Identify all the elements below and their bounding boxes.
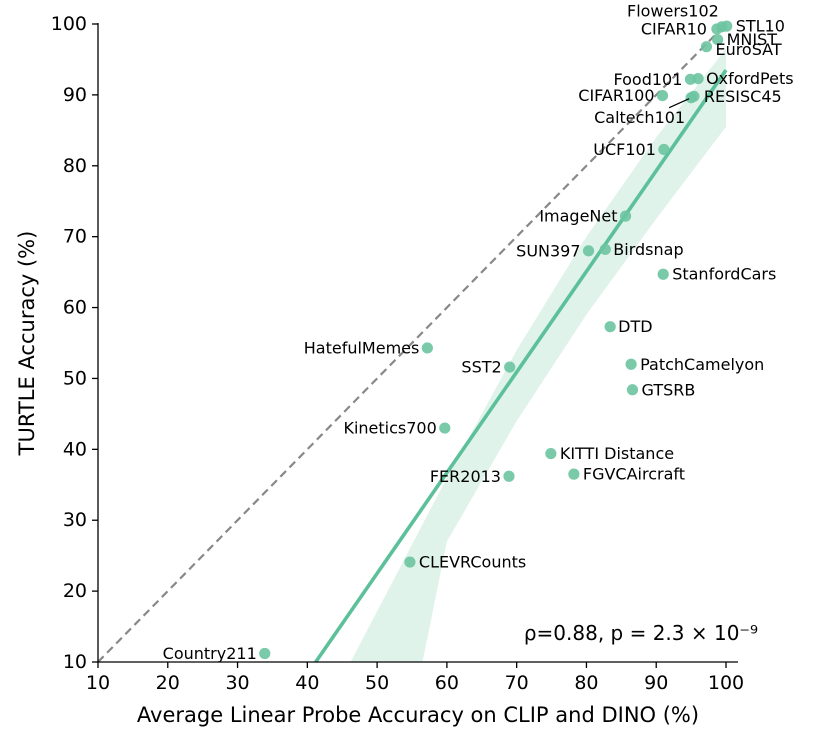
caltech101-leader-line bbox=[668, 98, 690, 109]
label-dtd: DTD bbox=[618, 317, 652, 336]
label-stanfordcars: StanfordCars bbox=[672, 265, 776, 284]
correlation-annotation: ρ=0.88, p = 2.3 × 10⁻⁹ bbox=[524, 621, 758, 645]
label-cifar10: CIFAR10 bbox=[641, 19, 707, 38]
point-stl10 bbox=[721, 20, 733, 32]
label-kitti-distance: KITTI Distance bbox=[560, 444, 674, 463]
point-kinetics700 bbox=[439, 422, 451, 434]
point-mnist bbox=[712, 33, 724, 46]
point-country211 bbox=[259, 647, 271, 660]
label-cifar100: CIFAR100 bbox=[578, 86, 654, 105]
point-caltech101 bbox=[685, 92, 697, 104]
y-axis-title: TURTLE Accuracy (%) bbox=[15, 231, 39, 457]
y-tick-label-50: 50 bbox=[63, 367, 87, 389]
label-patchcamelyon: PatchCamelyon bbox=[640, 355, 764, 374]
x-tick-label-30: 30 bbox=[225, 672, 249, 694]
x-tick-label-40: 40 bbox=[295, 672, 319, 694]
label-hatefulmemes: HatefulMemes bbox=[304, 338, 420, 357]
regression-fit-line bbox=[314, 69, 728, 664]
y-tick-label-40: 40 bbox=[63, 438, 87, 460]
point-dtd bbox=[604, 321, 616, 333]
y-tick-label-80: 80 bbox=[63, 155, 87, 177]
identity-diagonal-line bbox=[97, 23, 727, 663]
point-hatefulmemes bbox=[421, 342, 433, 354]
point-sun397 bbox=[582, 245, 595, 257]
label-fer2013: FER2013 bbox=[430, 467, 501, 486]
label-mnist: MNIST bbox=[727, 30, 778, 49]
x-tick-label-20: 20 bbox=[156, 672, 180, 694]
label-clevrcounts: CLEVRCounts bbox=[419, 553, 526, 572]
x-tick-label-50: 50 bbox=[365, 672, 389, 694]
point-gtsrb bbox=[626, 384, 639, 396]
label-oxfordpets: OxfordPets bbox=[706, 69, 793, 88]
label-birdsnap: Birdsnap bbox=[613, 240, 683, 259]
label-country211: Country211 bbox=[163, 644, 257, 663]
x-tick-label-100: 100 bbox=[708, 672, 744, 694]
label-ucf101: UCF101 bbox=[593, 140, 656, 159]
confidence-band bbox=[350, 48, 726, 663]
point-fgvcaircraft bbox=[568, 468, 580, 480]
point-cifar10 bbox=[711, 23, 723, 35]
point-eurosat bbox=[700, 41, 713, 53]
label-flowers102: Flowers102 bbox=[627, 1, 719, 20]
label-gtsrb: GTSRB bbox=[641, 380, 695, 399]
label-resisc45: RESISC45 bbox=[704, 87, 782, 106]
x-axis-title: Average Linear Probe Accuracy on CLIP an… bbox=[137, 703, 699, 727]
y-tick-label-60: 60 bbox=[63, 297, 87, 319]
point-fer2013 bbox=[503, 470, 515, 482]
label-food101: Food101 bbox=[614, 70, 683, 89]
point-oxfordpets bbox=[692, 72, 704, 85]
point-sst2 bbox=[504, 361, 516, 373]
x-tick-label-10: 10 bbox=[86, 672, 110, 694]
point-clevrcounts bbox=[404, 556, 416, 568]
x-tick-label-90: 90 bbox=[644, 672, 668, 694]
point-cifar100 bbox=[656, 89, 669, 102]
label-eurosat: EuroSAT bbox=[715, 40, 781, 59]
label-fgvcaircraft: FGVCAircraft bbox=[583, 465, 685, 484]
label-caltech101: Caltech101 bbox=[594, 108, 685, 127]
label-sst2: SST2 bbox=[461, 358, 501, 377]
label-imagenet: ImageNet bbox=[539, 207, 617, 226]
point-stanfordcars bbox=[657, 268, 669, 280]
y-tick-label-100: 100 bbox=[51, 13, 87, 35]
x-tick-label-60: 60 bbox=[435, 672, 459, 694]
point-ucf101 bbox=[658, 143, 670, 156]
x-tick-label-80: 80 bbox=[574, 672, 598, 694]
label-sun397: SUN397 bbox=[516, 241, 580, 260]
axes-layer: 10 20 30 40 50 60 70 80 90 100 10 20 30 40 50 60 70 80 90 1… bbox=[51, 13, 744, 694]
point-imagenet bbox=[619, 210, 632, 222]
point-kitti-distance bbox=[545, 447, 557, 460]
y-tick-label-10: 10 bbox=[63, 651, 87, 673]
point-patchcamelyon bbox=[625, 358, 637, 370]
y-tick-label-30: 30 bbox=[63, 509, 87, 531]
confidence-band-layer bbox=[350, 48, 726, 663]
y-tick-label-70: 70 bbox=[63, 226, 87, 248]
label-stl10: STL10 bbox=[736, 17, 785, 36]
point-birdsnap bbox=[599, 243, 611, 256]
data-points-layer bbox=[259, 20, 733, 660]
x-tick-label-70: 70 bbox=[505, 672, 529, 694]
y-tick-label-20: 20 bbox=[63, 580, 87, 602]
label-kinetics700: Kinetics700 bbox=[343, 419, 436, 438]
reference-lines-layer bbox=[97, 23, 728, 664]
y-tick-label-90: 90 bbox=[63, 84, 87, 106]
